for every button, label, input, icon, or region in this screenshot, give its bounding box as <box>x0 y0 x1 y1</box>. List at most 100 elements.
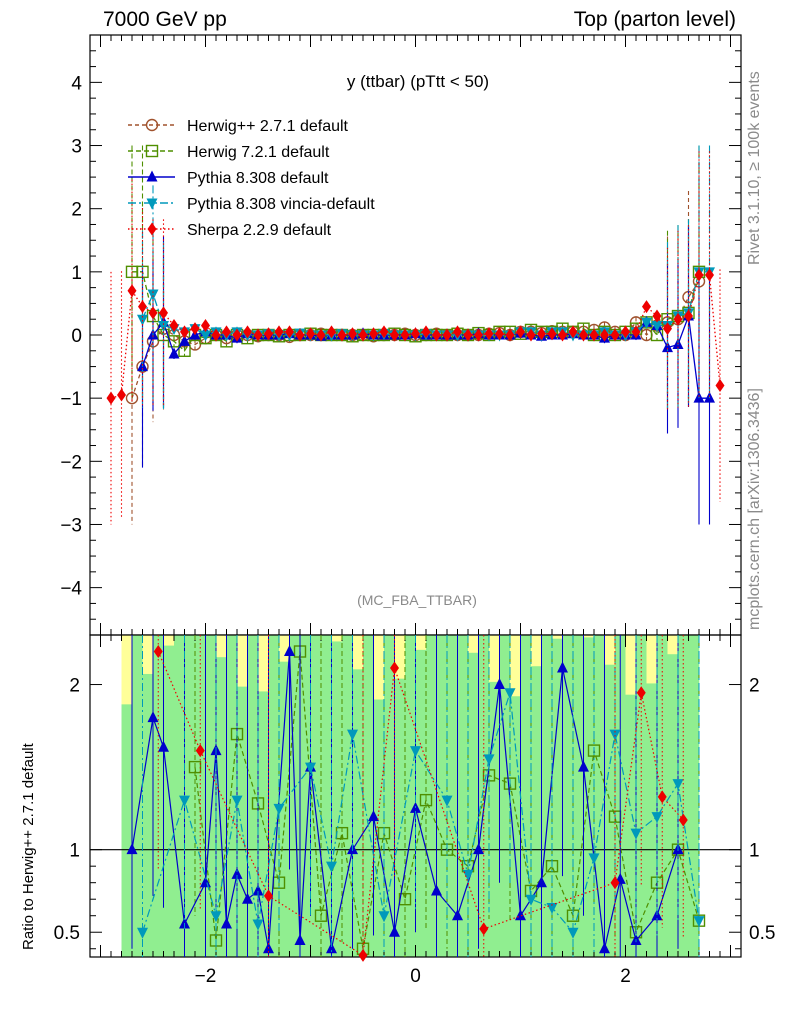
ratio-point <box>273 803 285 815</box>
ratio-y-axis: 0.5 0.5 1 1 2 2 <box>54 676 775 950</box>
y-tick-label: 0.5 <box>54 923 80 944</box>
data-point <box>147 289 159 301</box>
ratio-point <box>137 927 148 939</box>
ratio-point <box>195 744 205 758</box>
ratio-point <box>389 925 400 937</box>
ratio-point <box>462 869 474 881</box>
data-point <box>138 300 147 314</box>
ratio-point <box>557 661 568 673</box>
band-inner <box>625 694 637 957</box>
y-tick-label: 1 <box>749 841 760 862</box>
data-point <box>327 325 336 339</box>
ratio-point <box>358 948 368 962</box>
ratio-point <box>347 729 358 741</box>
y-tick-label: 3 <box>71 137 82 158</box>
legend-marker <box>146 170 158 182</box>
data-point <box>253 328 263 342</box>
uncertainty-bands <box>121 635 700 957</box>
ratio-point <box>252 919 264 931</box>
band-inner <box>510 696 521 957</box>
data-point <box>117 388 126 402</box>
y-tick-label: 0 <box>71 326 82 347</box>
band-inner <box>688 635 700 957</box>
ratio-point <box>693 916 705 928</box>
data-point <box>106 391 116 405</box>
ratio-point <box>599 942 610 954</box>
ratio-point <box>200 876 211 888</box>
ratio-point <box>672 779 684 791</box>
data-point <box>148 306 158 320</box>
ratio-line <box>157 651 684 957</box>
band-inner <box>384 635 395 957</box>
ratio-point <box>479 922 489 936</box>
band-inner <box>184 635 196 957</box>
band-inner <box>321 635 332 957</box>
data-point <box>400 328 410 342</box>
data-point <box>715 379 725 393</box>
y-tick-label: 1 <box>69 841 80 862</box>
band-inner <box>216 657 227 957</box>
ratio-point <box>326 942 337 954</box>
ratio-point <box>252 884 264 896</box>
data-point <box>463 328 473 342</box>
data-point <box>222 325 231 339</box>
data-point <box>159 306 168 320</box>
band-inner <box>667 654 679 957</box>
band-inner <box>268 635 280 957</box>
legend-marker <box>147 222 157 236</box>
plot-title: y (ttbar) (pTtt < 50) <box>347 72 489 91</box>
ratio-point <box>525 894 537 906</box>
data-point <box>180 325 189 339</box>
data-point <box>201 319 210 333</box>
data-point <box>168 347 180 359</box>
ratio-point <box>504 688 516 700</box>
x-tick-label: 0 <box>410 966 421 987</box>
band-inner <box>573 635 584 957</box>
ratio-point <box>419 793 433 807</box>
data-point <box>505 328 515 342</box>
data-point <box>348 327 357 341</box>
ratio-point <box>536 876 547 888</box>
legend: Herwig++ 2.7.1 default Herwig 7.2.1 defau… <box>128 118 375 239</box>
band-inner <box>142 673 154 957</box>
y-tick-label: −3 <box>60 515 82 536</box>
data-point <box>190 322 200 336</box>
header-right: Top (parton level) <box>573 8 736 31</box>
data-point <box>432 328 441 342</box>
main-panel: −4 −3 −2 −1 0 1 2 3 4 y (ttbar) (pTtt < 50) (MC_FB… <box>60 34 742 636</box>
x-tick-label: 2 <box>620 966 631 987</box>
series-0 <box>125 162 706 525</box>
ratio-point <box>657 790 667 804</box>
band-inner <box>247 635 259 957</box>
ratio-point <box>610 876 620 890</box>
legend-entry: Herwig 7.2.1 default <box>187 144 330 161</box>
data-point <box>369 327 378 341</box>
ratio-point <box>231 867 243 879</box>
band-inner <box>163 645 175 957</box>
data-point <box>663 322 672 336</box>
ratio-series-3 <box>153 635 688 962</box>
ratio-point <box>147 711 159 723</box>
series-2 <box>137 225 715 525</box>
data-point <box>390 328 399 342</box>
ratio-point <box>390 661 399 675</box>
ratio-point <box>546 902 558 914</box>
ratio-point <box>567 927 579 939</box>
data-point <box>651 321 663 333</box>
data-point <box>243 325 252 339</box>
band-inner <box>121 704 133 957</box>
data-point <box>684 309 693 323</box>
band-inner <box>520 635 532 957</box>
data-point <box>179 334 190 346</box>
data-point <box>442 328 452 342</box>
ratio-point <box>452 909 463 921</box>
data-point <box>158 321 169 333</box>
ratio-point <box>231 795 243 807</box>
legend-marker <box>146 198 158 210</box>
x-axis-ticks <box>100 35 731 635</box>
data-point <box>411 327 420 341</box>
data-point <box>537 327 546 341</box>
ratio-point <box>473 843 484 855</box>
data-point <box>337 328 347 342</box>
band-inner <box>468 652 479 957</box>
